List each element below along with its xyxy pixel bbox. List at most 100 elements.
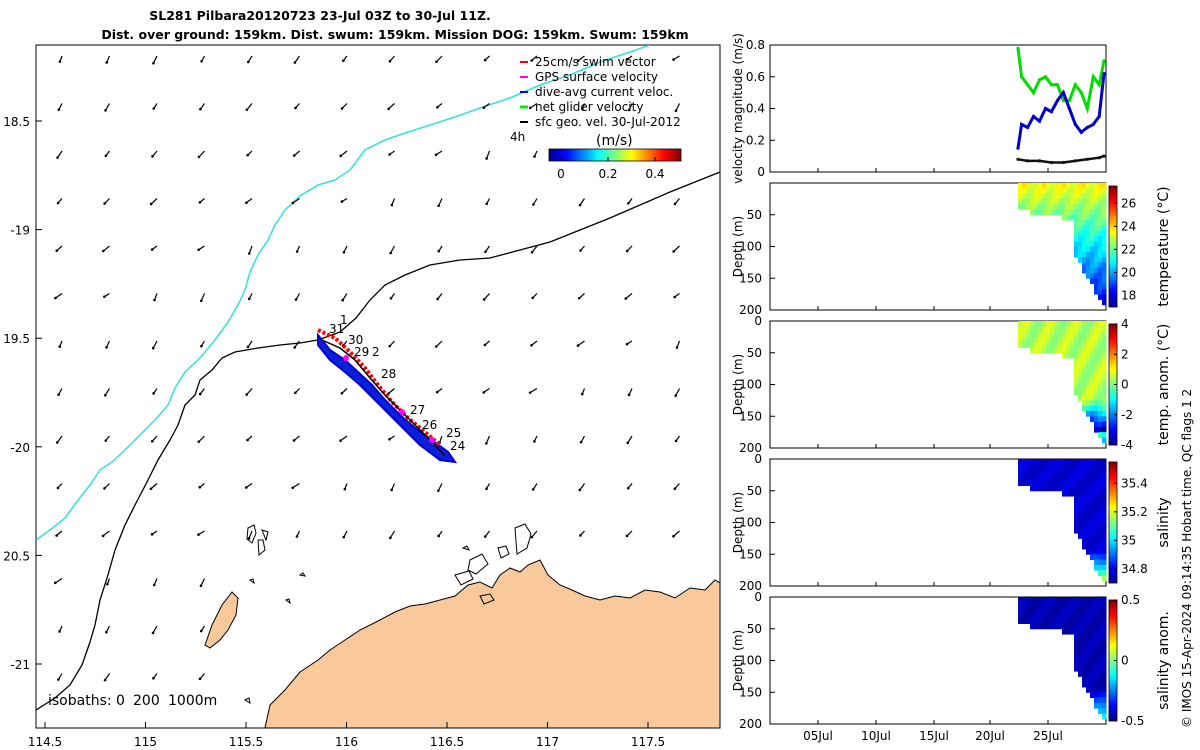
heatmap-cell (1054, 209, 1059, 216)
current-arrow (486, 150, 491, 159)
heatmap-cell (1082, 649, 1087, 656)
heatmap-cell (1034, 607, 1039, 614)
heatmap-cell (1090, 395, 1095, 401)
colorbar-tick-label: 0.5 (1121, 593, 1140, 607)
heatmap-cell (1086, 241, 1091, 247)
colorbar-tick-label: 2 (1121, 347, 1129, 361)
heatmap-cell (1094, 697, 1099, 704)
heatmap-cell (1098, 533, 1103, 539)
day-label: 1 (340, 313, 348, 327)
heatmap-cell (1042, 464, 1047, 471)
heatmap-cell (1046, 469, 1051, 476)
heatmap-cell (1038, 469, 1043, 476)
heatmap-cell (1054, 602, 1059, 609)
heatmap-cell (1034, 480, 1039, 486)
current-arrow-head (578, 203, 582, 207)
heatmap-cell (1098, 342, 1103, 348)
current-arrow-head (151, 631, 155, 635)
heatmap-cell (1102, 597, 1107, 603)
heatmap-cell (1074, 474, 1079, 481)
heatmap-cell (1026, 336, 1031, 343)
map-lat-tick-label: 19.5 (3, 332, 30, 346)
current-arrow-head (149, 202, 153, 206)
heatmap-cell (1082, 665, 1087, 672)
heatmap-cell (1074, 612, 1079, 619)
heatmap-cell (1074, 389, 1079, 396)
current-arrow (531, 530, 538, 538)
heatmap-cell (1078, 655, 1083, 661)
heatmap-cell (1102, 188, 1107, 195)
current-arrow-head (528, 106, 532, 110)
heatmap-cell (1046, 602, 1051, 609)
heatmap-cell (1094, 543, 1099, 550)
heatmap-cell (1086, 220, 1091, 226)
heatmap-cell (1098, 272, 1103, 279)
heatmap-cell (1098, 634, 1103, 640)
heatmap-cell (1086, 326, 1091, 333)
heatmap-cell (1086, 517, 1091, 523)
heatmap-cell (1094, 660, 1099, 667)
current-arrow-head (57, 393, 60, 396)
heatmap-cell (1090, 501, 1095, 508)
heatmap-cell (1074, 347, 1079, 354)
heatmap-cell (1086, 410, 1091, 417)
heatmap-cell (1046, 464, 1051, 471)
heatmap-cell (1026, 326, 1031, 333)
heatmap-cell (1082, 379, 1087, 385)
heatmap-cell (1050, 474, 1055, 481)
heatmap-cell (1078, 634, 1083, 640)
panel-3: Depth (m) 0 50 100 150 200 -4 -2 0 2 4 temp. anom. … (731, 314, 1172, 455)
heatmap-cell (1086, 395, 1091, 401)
colorbar-tick-label: 35.2 (1121, 505, 1148, 519)
current-arrow-head (434, 345, 438, 348)
heatmap-cell (1026, 331, 1031, 338)
current-arrow (627, 435, 633, 444)
heatmap-cell (1090, 278, 1095, 285)
current-arrow-head (197, 248, 200, 252)
heatmap-cell (1082, 326, 1087, 333)
heatmap-cell (1102, 347, 1107, 354)
heatmap-cell (1102, 251, 1107, 258)
heatmap-cell (1098, 607, 1103, 614)
panel-ylabel: Depth (m) (731, 354, 745, 415)
heatmap-cell (1038, 342, 1043, 348)
heatmap-cell (1066, 469, 1071, 476)
heatmap-cell (1050, 198, 1055, 205)
heatmap-cell (1074, 480, 1079, 486)
current-arrow (246, 103, 253, 111)
heatmap-cell (1018, 193, 1023, 200)
heatmap-cell (1082, 336, 1087, 343)
heatmap-cell (1022, 331, 1027, 338)
heatmap-cell (1098, 597, 1103, 603)
heatmap-cell (1102, 681, 1107, 688)
heatmap-cell (1086, 204, 1091, 210)
heatmap-cell (1058, 464, 1063, 471)
heatmap-cell (1018, 480, 1023, 486)
heatmap-cell (1082, 251, 1087, 258)
heatmap-cell (1102, 405, 1107, 412)
heatmap-cell (1090, 464, 1095, 471)
heatmap-cell (1070, 602, 1075, 609)
heatmap-cell (1102, 193, 1107, 200)
heatmap-cell (1034, 618, 1039, 624)
heatmap-cell (1094, 241, 1099, 247)
heatmap-cell (1030, 183, 1035, 189)
heatmap-cell (1094, 331, 1099, 338)
heatmap-cell (1034, 469, 1039, 476)
heatmap-cell (1098, 501, 1103, 508)
current-arrow-head (482, 106, 486, 109)
heatmap-cell (1098, 708, 1103, 714)
heatmap-cell (1082, 618, 1087, 624)
current-arrow-head (245, 393, 249, 396)
heatmap-cell (1098, 352, 1103, 359)
heatmap-cell (1102, 692, 1107, 699)
heatmap-cell (1062, 198, 1067, 205)
heatmap-cell (1062, 485, 1067, 492)
heatmap-cell (1102, 628, 1107, 635)
current-arrow-head (200, 344, 203, 348)
heatmap-cell (1074, 384, 1079, 391)
heatmap-cell (1098, 246, 1103, 253)
current-arrow (294, 340, 300, 348)
heatmap-cell (1030, 331, 1035, 338)
current-arrow (579, 198, 585, 206)
